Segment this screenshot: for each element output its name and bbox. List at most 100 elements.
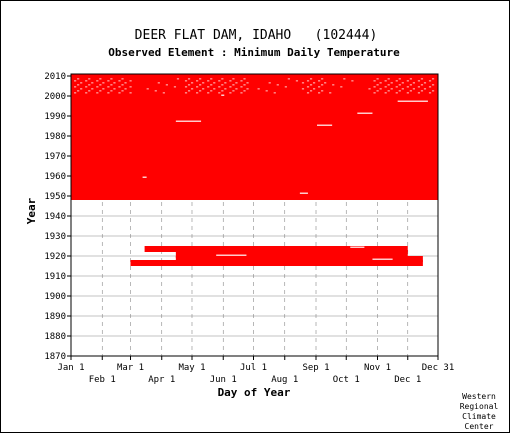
missing-dot bbox=[129, 80, 132, 82]
missing-dot bbox=[343, 78, 346, 80]
data-layer bbox=[71, 74, 438, 266]
missing-gap bbox=[350, 246, 365, 248]
missing-dot bbox=[124, 82, 127, 84]
missing-dot bbox=[324, 82, 327, 84]
missing-dot bbox=[321, 78, 324, 80]
missing-dot bbox=[273, 92, 276, 94]
observed-block bbox=[175, 256, 423, 262]
missing-dot bbox=[229, 86, 232, 88]
missing-dot bbox=[409, 84, 412, 86]
missing-dot bbox=[318, 92, 321, 94]
missing-dot bbox=[376, 78, 379, 80]
missing-dot bbox=[110, 78, 113, 80]
missing-dot bbox=[88, 90, 91, 92]
x-tick-label: Jul 1 bbox=[240, 363, 267, 373]
y-tick-label: 2000 bbox=[44, 92, 66, 102]
missing-dot bbox=[221, 90, 224, 92]
missing-dot bbox=[99, 90, 102, 92]
plot-border bbox=[70, 73, 439, 357]
missing-dot bbox=[187, 84, 191, 86]
missing-dot bbox=[74, 86, 77, 88]
observed-block bbox=[175, 250, 408, 258]
missing-dot bbox=[406, 86, 409, 88]
missing-dot bbox=[207, 86, 210, 88]
x-tick-label: Dec 31 bbox=[422, 363, 455, 373]
missing-dot bbox=[85, 86, 88, 88]
missing-dot bbox=[187, 90, 191, 92]
missing-dot bbox=[340, 86, 343, 88]
missing-dot bbox=[202, 82, 205, 84]
y-tick-label: 1900 bbox=[44, 292, 66, 302]
missing-dot bbox=[409, 90, 412, 92]
missing-dot bbox=[428, 80, 432, 82]
missing-dot bbox=[412, 82, 415, 84]
missing-dot bbox=[213, 82, 216, 84]
missing-dot bbox=[199, 90, 202, 92]
missing-dot bbox=[312, 82, 316, 84]
missing-dot bbox=[243, 78, 246, 80]
missing-dot bbox=[376, 90, 379, 92]
missing-dot bbox=[398, 90, 401, 92]
missing-dot bbox=[218, 86, 221, 88]
credit-line-1: Western bbox=[462, 392, 496, 401]
missing-dot bbox=[384, 80, 387, 82]
missing-dot bbox=[165, 84, 168, 86]
x-axis: Jan 1 Mar 1 May 1 Jul 1 Sep 1 Nov 1 Dec 31 Feb … bbox=[57, 356, 454, 385]
x-tick-label: Feb 1 bbox=[89, 375, 116, 385]
chart-title: DEER FLAT DAM, IDAHO (102444) bbox=[135, 28, 378, 43]
missing-dot bbox=[199, 84, 202, 86]
missing-dot bbox=[77, 78, 80, 80]
missing-dot bbox=[306, 80, 310, 82]
missing-dot bbox=[406, 92, 409, 94]
missing-dot bbox=[306, 92, 310, 94]
missing-dot bbox=[412, 88, 415, 90]
missing-dot bbox=[423, 82, 427, 84]
missing-dot bbox=[229, 92, 232, 94]
y-tick-label: 1920 bbox=[44, 252, 66, 262]
y-tick-label: 1940 bbox=[44, 212, 66, 222]
missing-dot bbox=[417, 86, 421, 88]
missing-dot bbox=[190, 82, 194, 84]
missing-dot bbox=[102, 82, 105, 84]
credit-line-2: Regional bbox=[460, 402, 499, 411]
missing-dot bbox=[395, 80, 398, 82]
missing-dot bbox=[196, 92, 199, 94]
missing-dot bbox=[213, 88, 216, 90]
missing-dot bbox=[409, 78, 412, 80]
missing-gap bbox=[397, 100, 428, 102]
missing-dot bbox=[235, 82, 238, 84]
credit-line-3: Climate bbox=[462, 412, 496, 421]
missing-dot bbox=[373, 86, 376, 88]
missing-dot bbox=[368, 88, 371, 90]
observed-block bbox=[130, 260, 423, 266]
missing-gap bbox=[175, 120, 202, 122]
y-axis: 1870 1880 1890 1900 1910 1920 1930 1940 1950 1960… bbox=[44, 72, 71, 362]
y-tick-label: 1980 bbox=[44, 132, 66, 142]
missing-dot bbox=[387, 84, 390, 86]
missing-dot bbox=[417, 80, 421, 82]
missing-dot bbox=[184, 86, 188, 88]
missing-dot bbox=[284, 86, 287, 88]
missing-dot bbox=[96, 86, 99, 88]
missing-dot bbox=[420, 90, 424, 92]
missing-dot bbox=[431, 84, 435, 86]
x-tick-label: Dec 1 bbox=[394, 375, 421, 385]
missing-dot bbox=[246, 82, 249, 84]
observed-block bbox=[71, 74, 438, 200]
x-tick-label: Aug 1 bbox=[271, 375, 298, 385]
missing-dot bbox=[428, 92, 432, 94]
missing-dot bbox=[184, 92, 188, 94]
missing-dot bbox=[129, 92, 132, 94]
y-tick-label: 1970 bbox=[44, 152, 66, 162]
missing-dot bbox=[301, 82, 305, 84]
missing-gap bbox=[357, 112, 373, 114]
missing-dot bbox=[395, 86, 398, 88]
missing-dot bbox=[121, 78, 124, 80]
missing-dot bbox=[232, 84, 235, 86]
missing-dot bbox=[401, 88, 404, 90]
missing-dot bbox=[390, 82, 393, 84]
missing-dot bbox=[154, 90, 157, 92]
missing-dot bbox=[276, 84, 279, 86]
missing-dot bbox=[162, 92, 165, 94]
